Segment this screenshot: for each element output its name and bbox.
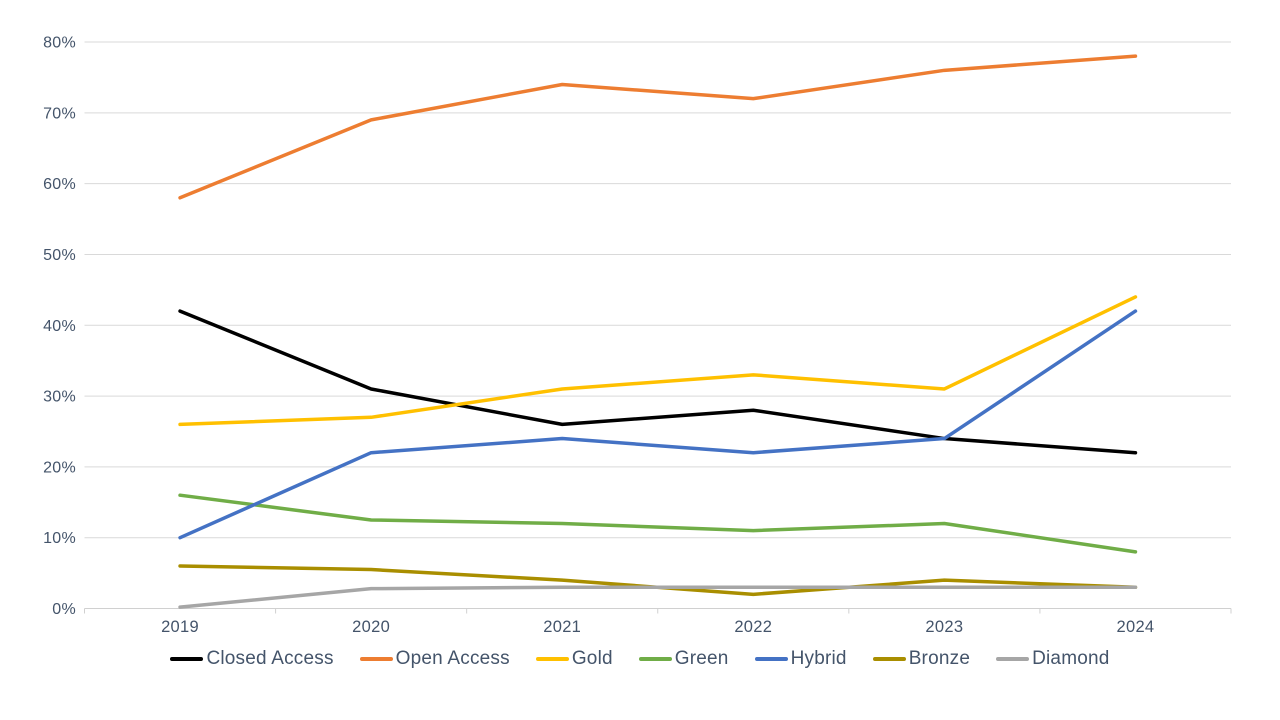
y-axis-tick-label: 60% [43, 176, 76, 193]
x-axis-tick-label: 2022 [734, 618, 772, 636]
x-axis-tick-label: 2020 [352, 618, 390, 636]
series-line-gold [178, 295, 1138, 427]
legend-item-diamond: Diamond [996, 648, 1109, 670]
legend-swatch-hybrid [754, 657, 788, 661]
legend-item-gold: Gold [535, 648, 613, 670]
x-axis-tick-label: 2023 [925, 618, 963, 636]
legend-swatch-bronze [872, 657, 906, 661]
series-line-open-access [178, 54, 1138, 200]
legend-item-green: Green [638, 648, 729, 670]
x-axis-tick-label: 2024 [1117, 618, 1155, 636]
series-line-bronze [178, 564, 1138, 597]
legend-label: Gold [571, 648, 613, 669]
y-axis-tick-label: 80% [43, 35, 76, 52]
series-line-green [178, 493, 1138, 554]
plot-area: 0% 10% 20% 30% 40% 50% 60% 70% 80% 2019 2020 2021 20… [43, 35, 1232, 636]
y-axis-tick-label: 20% [43, 459, 76, 476]
legend-label: Bronze [908, 648, 971, 669]
y-axis-tick-label: 30% [43, 389, 76, 406]
y-axis-tick-label: 0% [52, 601, 76, 618]
y-axis-tick-label: 40% [43, 318, 76, 335]
legend-swatch-gold [535, 657, 569, 661]
legend-item-bronze: Bronze [872, 648, 971, 670]
y-axis-tick-label: 10% [43, 530, 76, 547]
legend-label: Green [674, 648, 729, 669]
series-line-diamond [178, 585, 1138, 609]
legend-label: Diamond [1032, 648, 1110, 669]
legend-label: Open Access [395, 648, 510, 669]
legend: Closed Access Open Access Gold Green Hybrid B… [0, 648, 1280, 670]
y-axis-tick-label: 50% [43, 247, 76, 264]
legend-label: Closed Access [206, 648, 334, 669]
legend-swatch-green [638, 657, 672, 661]
legend-swatch-diamond [996, 657, 1030, 661]
x-axis-tick-label: 2019 [161, 618, 199, 636]
series-line-closed-access [178, 309, 1138, 455]
series-line-hybrid [178, 309, 1138, 540]
legend-item-hybrid: Hybrid [754, 648, 847, 670]
x-axis-tick-label: 2021 [543, 618, 581, 636]
legend-swatch-open-access [359, 657, 393, 661]
legend-swatch-closed-access [170, 657, 204, 661]
legend-label: Hybrid [790, 648, 847, 669]
legend-item-open-access: Open Access [359, 648, 510, 670]
legend-item-closed-access: Closed Access [170, 648, 333, 670]
y-axis-tick-label: 70% [43, 105, 76, 122]
